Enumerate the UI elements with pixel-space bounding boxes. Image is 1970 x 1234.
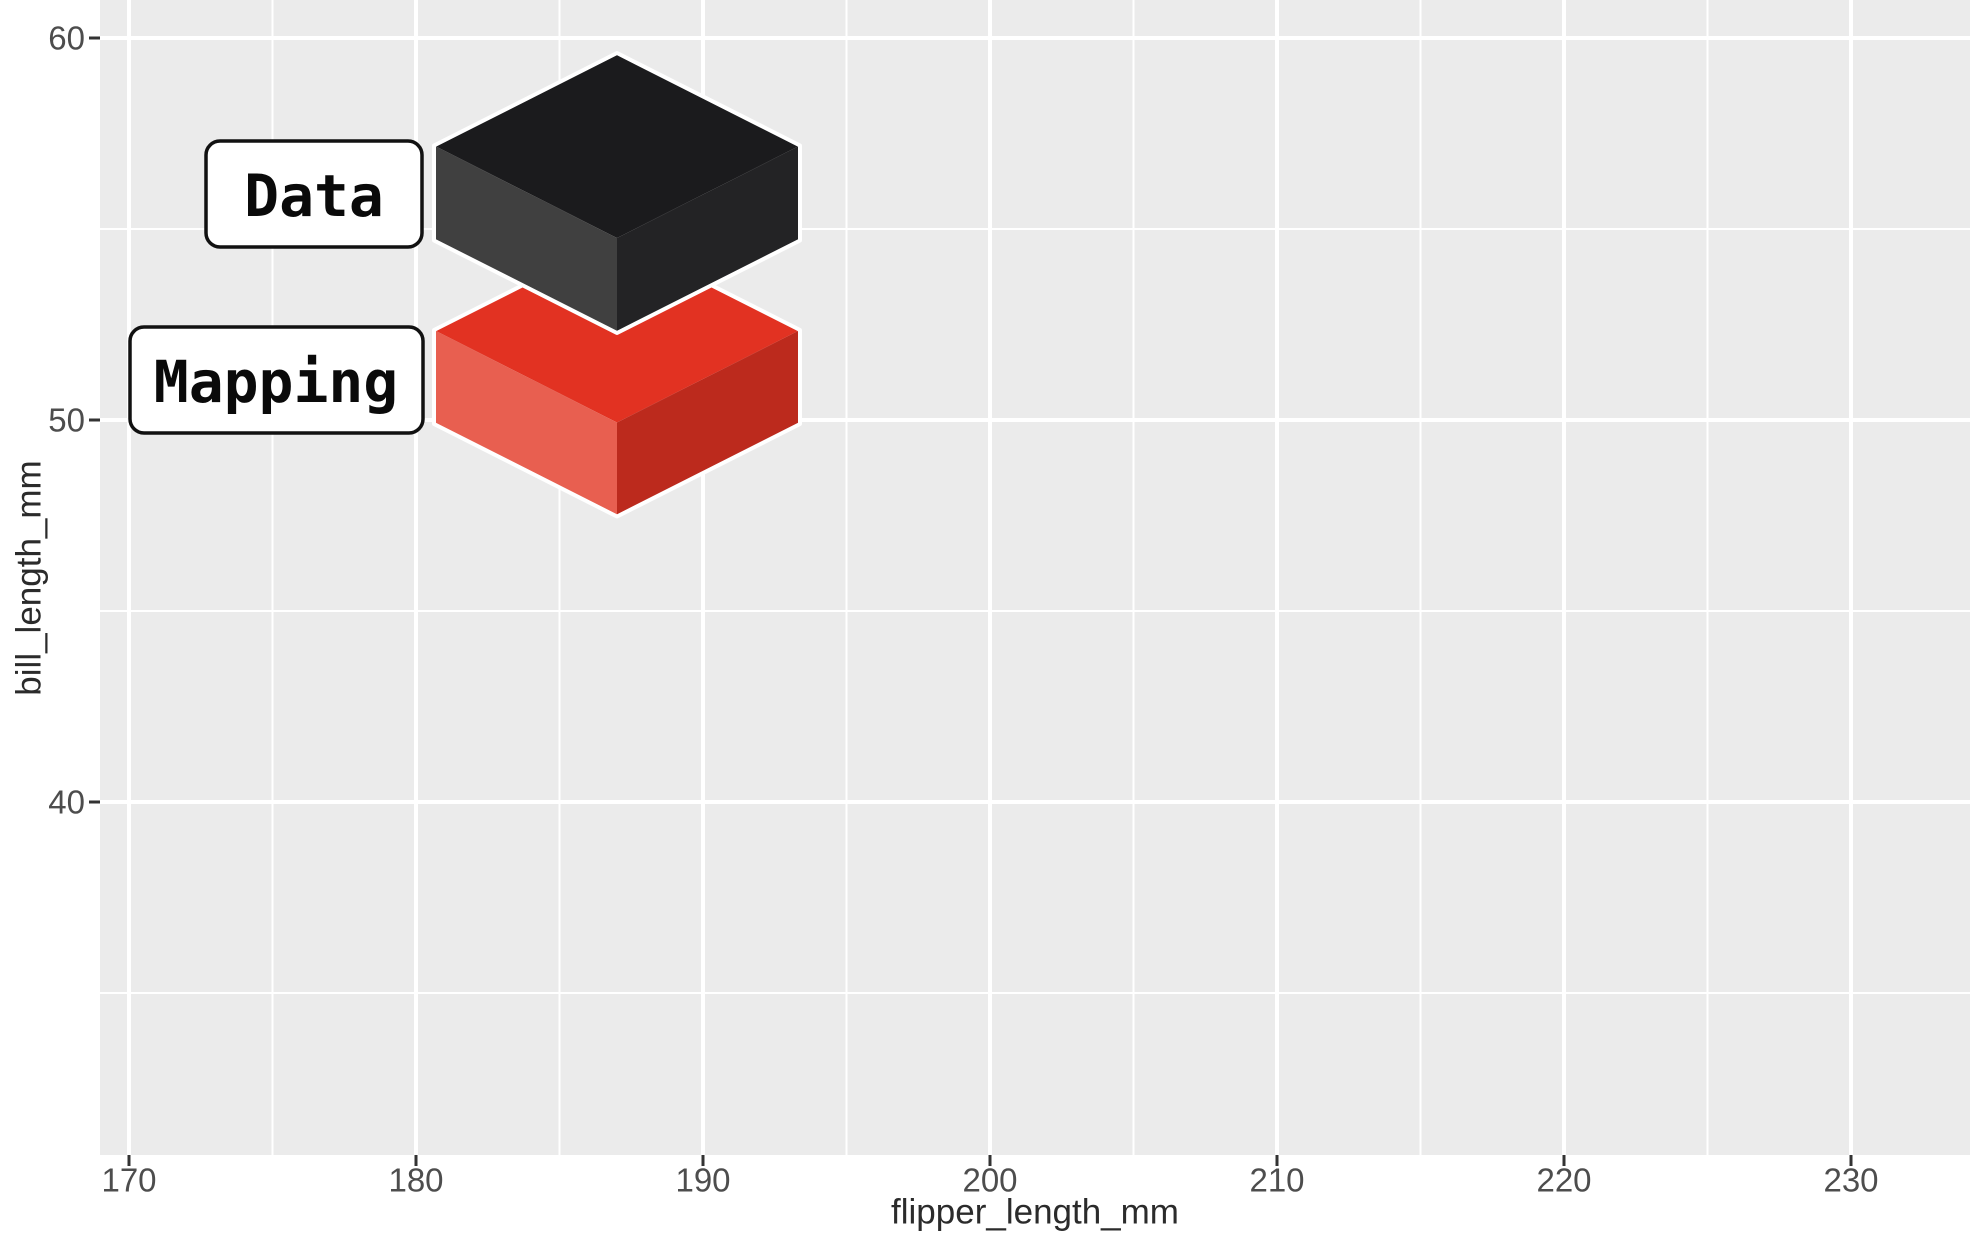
data-layer-slab <box>432 51 802 335</box>
x-tick-label-220: 220 <box>1536 1162 1591 1199</box>
data-label-box: Data <box>204 139 424 249</box>
x-tick-label-170: 170 <box>101 1162 156 1199</box>
y-tick-label-60: 60 <box>48 20 85 57</box>
x-tick-label-180: 180 <box>388 1162 443 1199</box>
x-tick-label-200: 200 <box>962 1162 1017 1199</box>
x-tick-label-230: 230 <box>1823 1162 1878 1199</box>
mapping-slab-right-face <box>617 330 800 517</box>
data-slab-right-face <box>617 145 800 333</box>
mapping-slab-left-face <box>434 330 617 517</box>
x-tick-label-210: 210 <box>1249 1162 1304 1199</box>
data-slab-outline <box>432 51 802 335</box>
mapping-label-frame <box>128 325 425 435</box>
y-tick-label-40: 40 <box>48 784 85 821</box>
x-axis-title: flipper_length_mm <box>891 1193 1179 1232</box>
data-slab-left-face <box>434 145 617 333</box>
y-axis-title: bill_length_mm <box>10 460 49 695</box>
mapping-label-box: Mapping <box>128 325 425 435</box>
mapping-slab-outline <box>432 235 802 519</box>
data-label-text: Data <box>244 162 384 230</box>
data-label-frame <box>204 139 424 249</box>
x-tick-label-190: 190 <box>675 1162 730 1199</box>
y-tick-label-50: 50 <box>48 402 85 439</box>
mapping-label-text: Mapping <box>154 348 398 416</box>
